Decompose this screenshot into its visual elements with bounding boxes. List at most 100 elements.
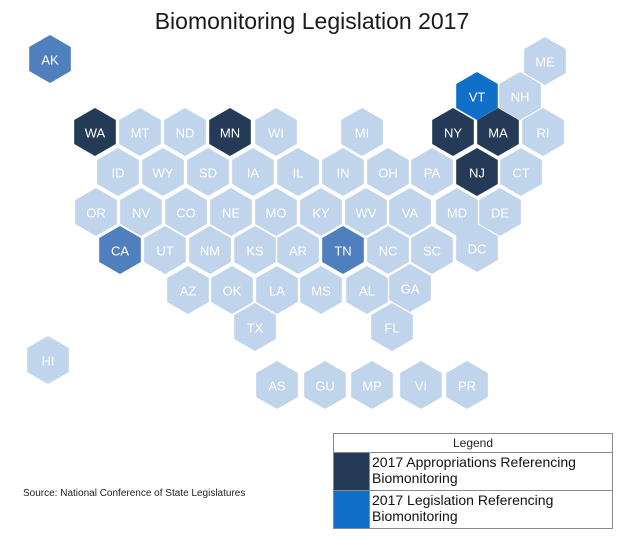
state-tile-wv: WV xyxy=(345,188,387,236)
state-tile-tn: TN xyxy=(322,226,364,274)
state-hex-in xyxy=(322,148,364,196)
state-tile-ga: GA xyxy=(389,264,431,312)
state-tile-sc: SC xyxy=(411,226,453,274)
state-tile-co: CO xyxy=(165,188,207,236)
state-label-ga: GA xyxy=(401,282,420,297)
state-hex-gu xyxy=(304,361,346,409)
state-tile-ri: RI xyxy=(522,108,564,156)
state-label-de: DE xyxy=(491,206,509,221)
state-label-pa: PA xyxy=(424,166,441,181)
state-hex-mi xyxy=(341,108,383,156)
state-hex-co xyxy=(165,188,207,236)
state-label-ca: CA xyxy=(111,244,129,259)
state-label-dc: DC xyxy=(468,242,487,257)
state-hex-ma xyxy=(477,108,519,156)
state-hex-ne xyxy=(210,188,252,236)
state-tile-ct: CT xyxy=(500,148,542,196)
state-tile-vt: VT xyxy=(456,72,498,120)
state-label-nm: NM xyxy=(200,244,220,259)
legend-label-legislation: 2017 Legislation Referencing Biomonitori… xyxy=(372,492,554,524)
state-tile-sd: SD xyxy=(187,148,229,196)
state-label-nj: NJ xyxy=(469,166,485,181)
state-tile-gu: GU xyxy=(304,361,346,409)
state-tile-nm: NM xyxy=(189,226,231,274)
state-hex-wi xyxy=(255,108,297,156)
state-tile-ma: MA xyxy=(477,108,519,156)
state-hex-md xyxy=(436,188,478,236)
state-hex-dc xyxy=(456,224,498,272)
state-hex-ct xyxy=(500,148,542,196)
state-tile-va: VA xyxy=(389,188,431,236)
state-hex-nm xyxy=(189,226,231,274)
state-label-tx: TX xyxy=(247,321,264,336)
state-tile-ny: NY xyxy=(432,108,474,156)
hex-tile-map: AK ME VT NH WA MT ND MN WI MI NY MA RI ID WY SD IA IL IN OH… xyxy=(27,35,566,409)
state-tile-vi: VI xyxy=(400,361,442,409)
state-tile-nc: NC xyxy=(367,226,409,274)
state-label-wa: WA xyxy=(85,126,106,141)
legend-swatch-legislation xyxy=(334,491,370,528)
state-hex-al xyxy=(346,266,388,314)
state-label-md: MD xyxy=(447,206,467,221)
state-label-vt: VT xyxy=(469,90,486,105)
state-hex-nd xyxy=(164,108,206,156)
state-hex-as xyxy=(256,361,298,409)
state-tile-az: AZ xyxy=(167,266,209,314)
state-tile-nv: NV xyxy=(120,188,162,236)
state-tile-dc: DC xyxy=(456,224,498,272)
state-label-fl: FL xyxy=(384,321,399,336)
state-label-ks: KS xyxy=(246,244,264,259)
state-label-ny: NY xyxy=(444,126,462,141)
state-label-ok: OK xyxy=(223,284,242,299)
state-tile-il: IL xyxy=(277,148,319,196)
state-label-ri: RI xyxy=(537,126,550,141)
state-tile-oh: OH xyxy=(367,148,409,196)
state-tile-ms: MS xyxy=(300,266,342,314)
state-label-mp: MP xyxy=(362,379,382,394)
state-tile-ks: KS xyxy=(234,226,276,274)
state-tile-mn: MN xyxy=(209,108,251,156)
state-hex-az xyxy=(167,266,209,314)
state-hex-ny xyxy=(432,108,474,156)
state-label-wy: WY xyxy=(153,166,174,181)
state-tile-al: AL xyxy=(346,266,388,314)
legend-swatch-appropriations xyxy=(334,453,370,490)
state-tile-ia: IA xyxy=(232,148,274,196)
state-label-ar: AR xyxy=(289,244,307,259)
state-tile-ok: OK xyxy=(211,266,253,314)
state-label-nh: NH xyxy=(511,90,530,105)
state-hex-ky xyxy=(300,188,342,236)
state-label-ak: AK xyxy=(41,53,59,68)
state-tile-nj: NJ xyxy=(456,148,498,196)
state-tile-mi: MI xyxy=(341,108,383,156)
state-tile-wy: WY xyxy=(142,148,184,196)
state-hex-or xyxy=(75,188,117,236)
state-tile-ut: UT xyxy=(144,226,186,274)
state-hex-wa xyxy=(74,108,116,156)
state-label-mt: MT xyxy=(131,126,150,141)
state-hex-hi xyxy=(27,336,69,384)
state-hex-sd xyxy=(187,148,229,196)
state-hex-pr xyxy=(446,361,488,409)
state-label-pr: PR xyxy=(458,379,476,394)
state-label-la: LA xyxy=(269,284,285,299)
state-hex-pa xyxy=(411,148,453,196)
state-tile-de: DE xyxy=(479,188,521,236)
state-hex-mo xyxy=(255,188,297,236)
state-label-nc: NC xyxy=(379,244,398,259)
state-label-mo: MO xyxy=(266,206,287,221)
legend-item-legislation: 2017 Legislation Referencing Biomonitori… xyxy=(334,490,612,528)
state-hex-ca xyxy=(99,226,141,274)
state-label-ct: CT xyxy=(512,166,529,181)
state-label-me: ME xyxy=(535,55,555,70)
state-tile-mt: MT xyxy=(119,108,161,156)
state-hex-wv xyxy=(345,188,387,236)
source-note: Source: National Conference of State Leg… xyxy=(23,488,246,499)
state-label-mn: MN xyxy=(220,126,240,141)
state-label-in: IN xyxy=(337,166,350,181)
state-label-nv: NV xyxy=(132,206,150,221)
state-hex-fl xyxy=(371,303,413,351)
state-hex-oh xyxy=(367,148,409,196)
state-hex-sc xyxy=(411,226,453,274)
state-label-as: AS xyxy=(268,379,286,394)
